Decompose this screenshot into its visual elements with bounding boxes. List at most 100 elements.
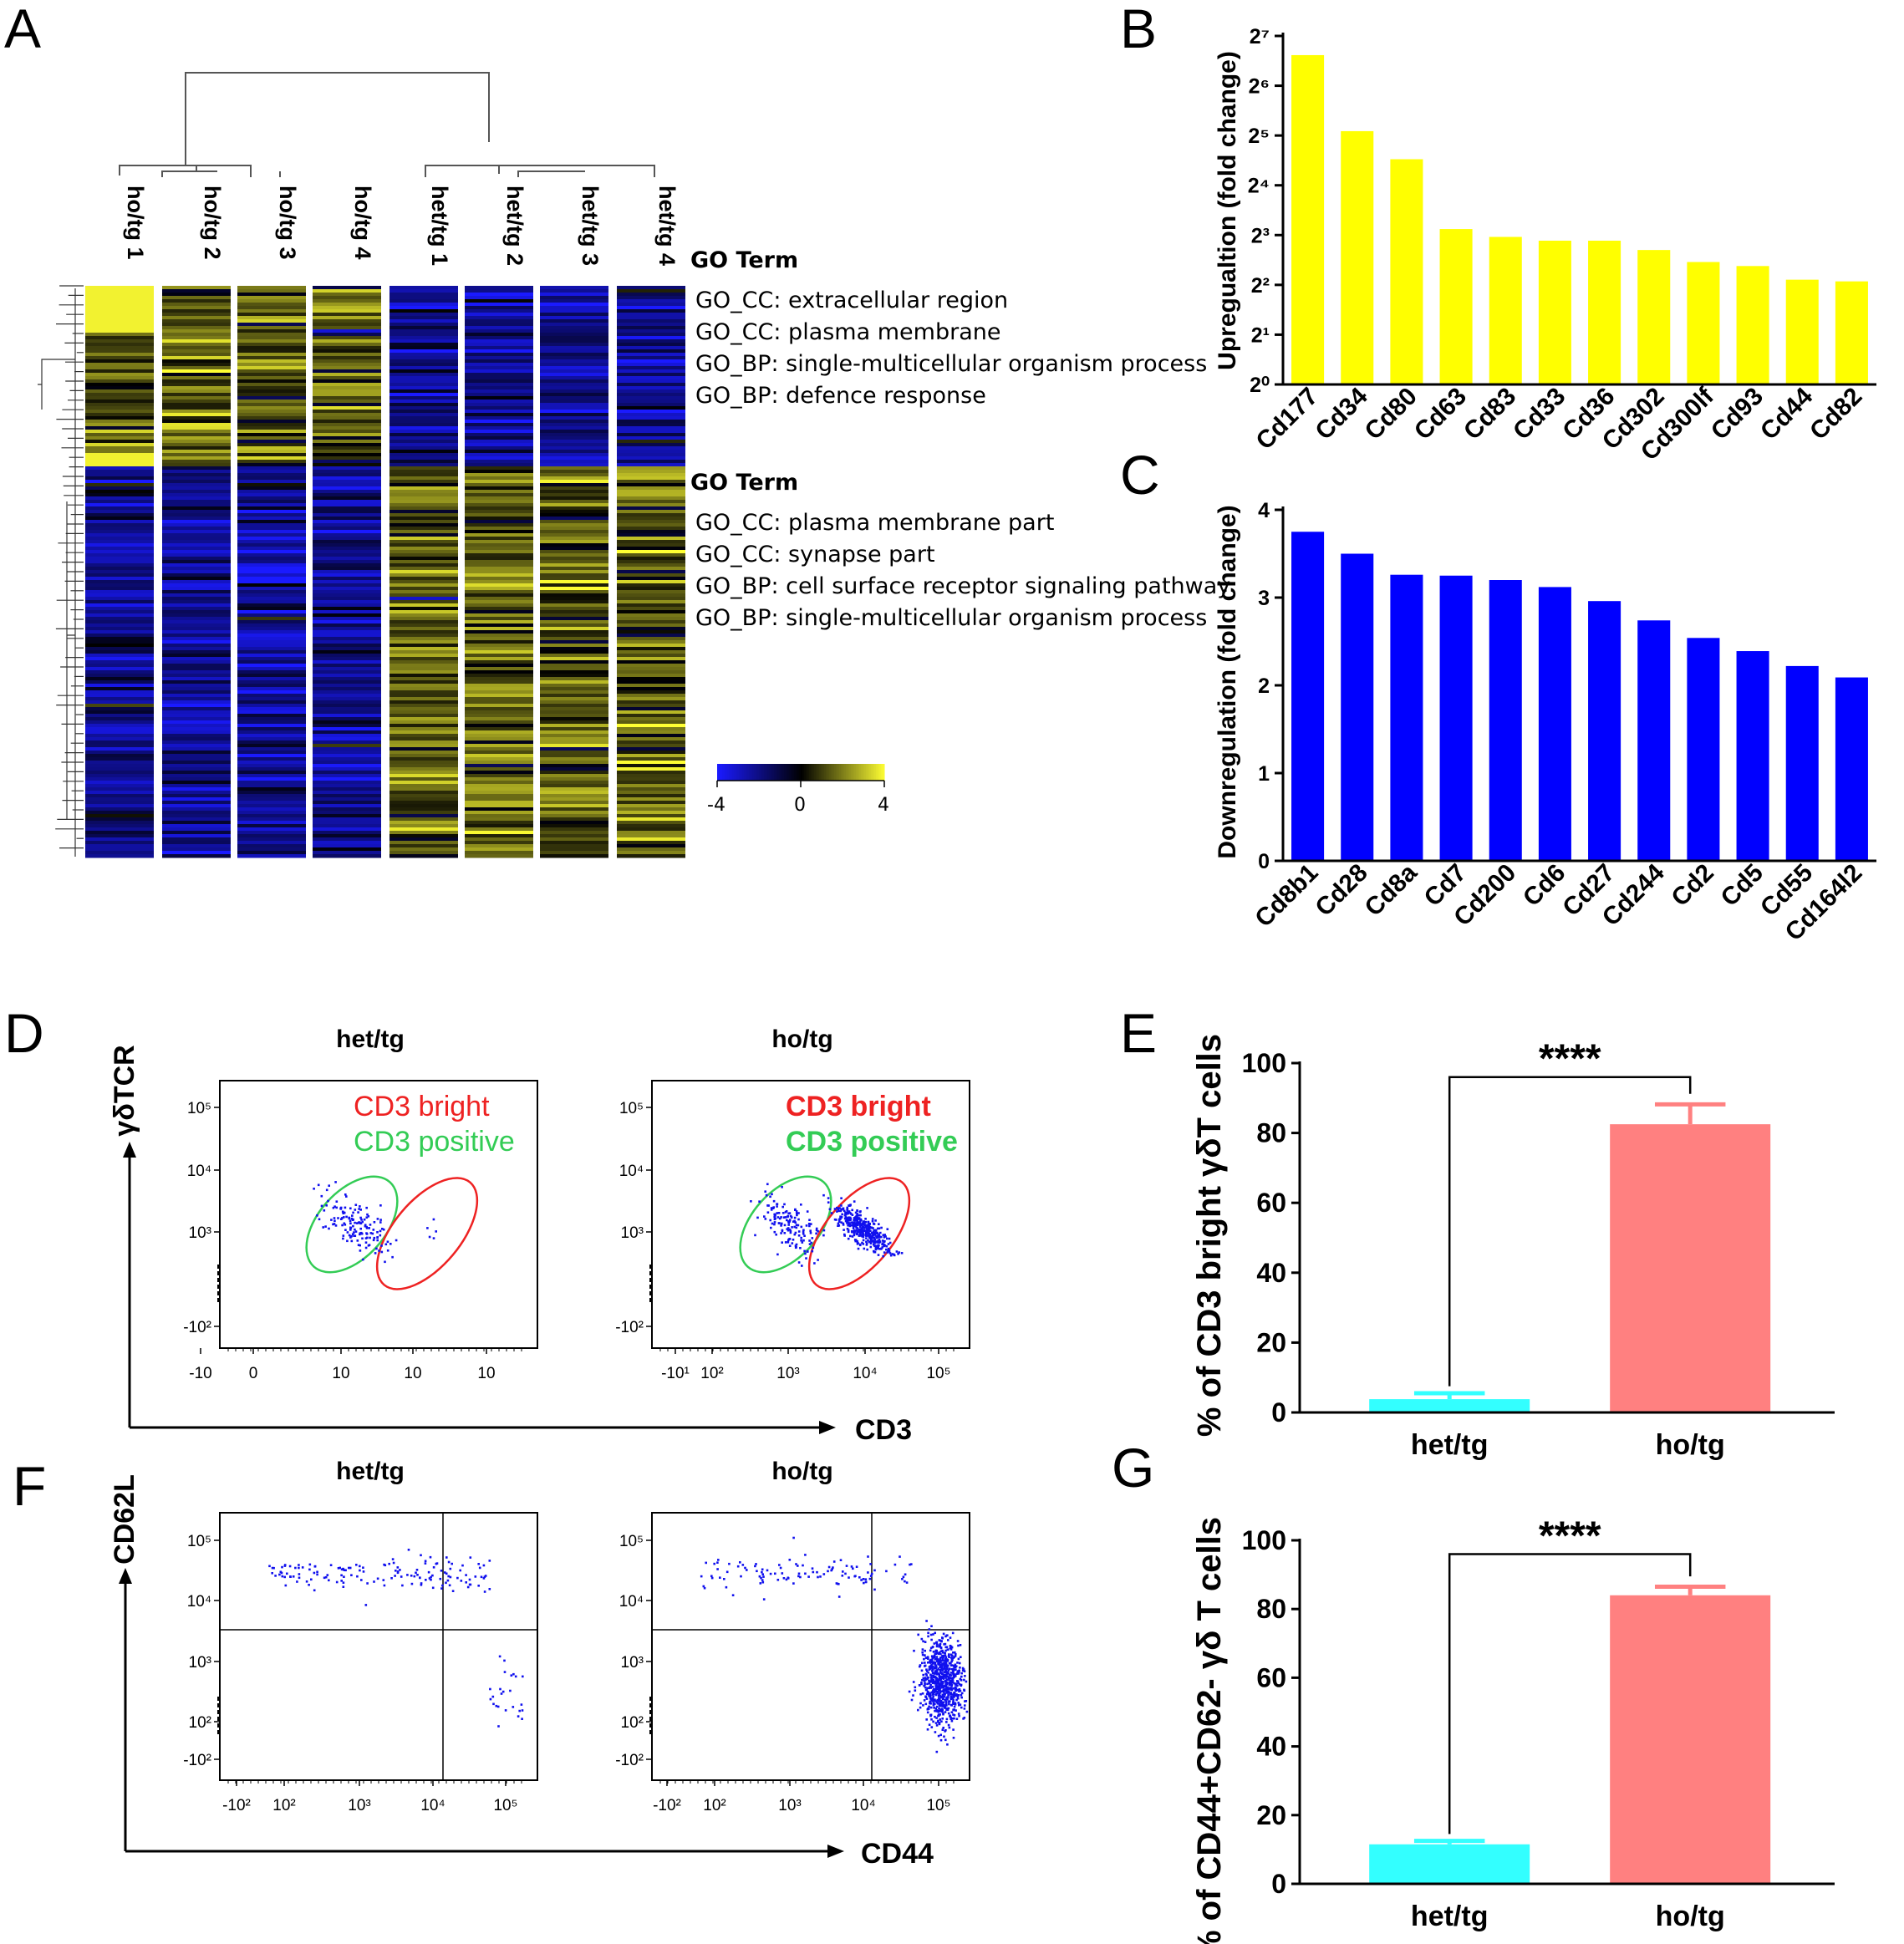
- heatmap-cell: [389, 483, 458, 487]
- heatmap-cell: [465, 316, 533, 320]
- heatmap-cell: [617, 443, 685, 447]
- colorbar-segment: [771, 764, 773, 781]
- heatmap-cell: [540, 510, 608, 514]
- axis-dash: [649, 1703, 652, 1707]
- heatmap-cell: [85, 740, 154, 745]
- event-dot: [343, 1216, 345, 1219]
- error-bar: [1654, 1102, 1726, 1125]
- heatmap-cell: [465, 500, 533, 504]
- heatmap-cell: [465, 379, 533, 384]
- heatmap-cell: [162, 781, 231, 785]
- heatmap-cell: [617, 791, 685, 795]
- event-dot: [923, 1699, 926, 1702]
- event-dot: [376, 1218, 379, 1220]
- heatmap-cell: [465, 296, 533, 300]
- colorbar-segment: [854, 764, 857, 781]
- colorbar-segment: [859, 764, 862, 781]
- heatmap-cell: [85, 389, 154, 394]
- heatmap-cell: [162, 423, 231, 427]
- heatmap-cell: [617, 567, 685, 571]
- heatmap-cell: [465, 383, 533, 387]
- heatmap-cell: [465, 724, 533, 728]
- heatmap-cell: [237, 406, 306, 410]
- heatmap-cell: [313, 674, 381, 678]
- population-cd3-bright: [822, 1193, 904, 1258]
- upregulation-bar-chart: Cd177Cd34Cd80Cd63Cd83Cd33Cd36Cd302Cd300l…: [1214, 25, 1876, 466]
- heatmap-cell: [162, 627, 231, 631]
- heatmap-cell: [162, 329, 231, 333]
- heatmap-cell: [617, 460, 685, 464]
- heatmap-cell: [237, 600, 306, 604]
- colorbar-segment: [767, 764, 770, 781]
- event-dot: [926, 1711, 929, 1714]
- event-dot: [878, 1234, 881, 1238]
- heatmap-cell: [85, 637, 154, 641]
- bar-Cd55: [1785, 665, 1819, 861]
- heatmap-cell: [313, 510, 381, 514]
- heatmap-cell: [465, 520, 533, 524]
- x-tick-label: -10: [189, 1365, 211, 1382]
- event-dot: [788, 1220, 792, 1223]
- event-dot: [386, 1240, 389, 1244]
- heatmap-cell: [237, 590, 306, 594]
- event-dot: [872, 1234, 874, 1236]
- event-dot: [342, 1568, 345, 1571]
- heatmap-cell: [313, 684, 381, 688]
- event-dot: [958, 1671, 960, 1674]
- heatmap-cell: [465, 476, 533, 481]
- heatmap-cell: [85, 443, 154, 447]
- heatmap-cell: [465, 694, 533, 698]
- event-dot: [954, 1673, 956, 1676]
- event-dot: [885, 1570, 888, 1573]
- heatmap-cell: [617, 570, 685, 574]
- event-dot: [855, 1565, 858, 1568]
- event-dot: [946, 1708, 949, 1712]
- event-dot: [793, 1216, 797, 1219]
- colorbar-segment: [837, 764, 840, 781]
- heatmap-cell: [389, 590, 458, 594]
- heatmap-cell: [237, 309, 306, 313]
- heatmap-cell: [540, 844, 608, 848]
- heatmap-cell: [313, 600, 381, 604]
- colorbar-segment: [806, 764, 808, 781]
- event-dot: [364, 1246, 368, 1249]
- heatmap-cell: [85, 617, 154, 621]
- heatmap-cell: [237, 537, 306, 541]
- event-dot: [940, 1720, 943, 1723]
- event-dot: [861, 1229, 864, 1232]
- event-dot: [883, 1236, 886, 1239]
- heatmap-cell: [617, 523, 685, 527]
- heatmap-column-label: het/tg 4: [654, 186, 680, 266]
- heatmap-cell: [540, 660, 608, 664]
- event-dot: [938, 1692, 941, 1695]
- event-dot: [873, 1231, 876, 1234]
- heatmap-cell: [540, 500, 608, 504]
- heatmap-cell: [389, 560, 458, 564]
- event-dot: [869, 1563, 872, 1565]
- heatmap-cell: [313, 313, 381, 317]
- event-dot: [809, 1229, 812, 1232]
- heatmap-cell: [237, 430, 306, 434]
- heatmap-cell: [389, 640, 458, 644]
- heatmap-cell: [237, 480, 306, 484]
- event-dot: [787, 1227, 790, 1229]
- heatmap-cell: [465, 734, 533, 738]
- heatmap-cell: [465, 517, 533, 521]
- heatmap-cell: [162, 613, 231, 618]
- panel-label-f: F: [13, 1455, 47, 1517]
- event-dot: [856, 1209, 858, 1212]
- heatmap-cell: [389, 359, 458, 364]
- heatmap-cell: [162, 777, 231, 781]
- heatmap-cell: [465, 650, 533, 654]
- heatmap-cell: [540, 363, 608, 367]
- event-dot: [864, 1218, 867, 1220]
- event-dot: [710, 1576, 714, 1580]
- event-dot: [935, 1750, 939, 1753]
- colorbar-segment: [747, 764, 750, 781]
- heatmap-cell: [162, 597, 231, 601]
- heatmap-cell: [617, 647, 685, 651]
- colorbar-segment: [822, 764, 825, 781]
